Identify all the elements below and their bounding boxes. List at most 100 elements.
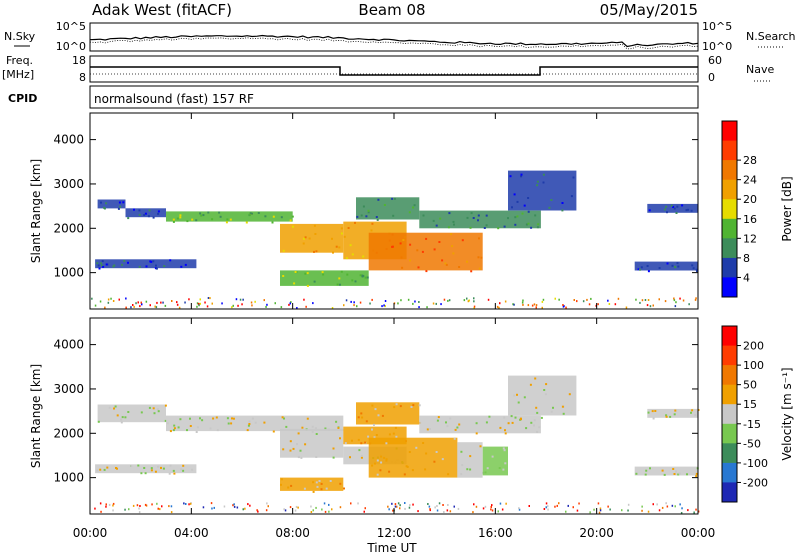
data-speckle: [437, 416, 440, 419]
near-range-speckle: [641, 299, 644, 302]
data-speckle: [530, 421, 533, 424]
data-speckle: [186, 220, 189, 223]
data-speckle: [304, 272, 307, 275]
station-title: Adak West (fitACF): [92, 1, 232, 19]
data-speckle: [525, 223, 528, 226]
data-speckle: [98, 267, 101, 270]
near-range-speckle: [427, 503, 429, 505]
data-band: [97, 199, 126, 209]
data-speckle: [312, 490, 315, 493]
near-range-speckle: [589, 511, 591, 514]
data-band: [356, 402, 420, 425]
data-speckle: [176, 217, 179, 220]
near-range-speckle: [303, 298, 305, 301]
nsky-trace: [89, 34, 699, 48]
near-range-speckle: [578, 502, 580, 505]
colorbar-segment: [722, 140, 737, 161]
near-range-speckle: [136, 504, 139, 507]
data-speckle: [332, 251, 334, 254]
data-speckle: [391, 197, 394, 200]
data-speckle: [312, 481, 315, 484]
near-range-speckle: [545, 506, 547, 509]
near-range-speckle: [533, 303, 536, 306]
near-range-speckle: [404, 507, 406, 510]
data-speckle: [503, 449, 506, 452]
data-speckle: [666, 211, 668, 214]
near-range-speckle: [535, 306, 537, 309]
data-speckle: [191, 468, 194, 471]
data-speckle: [651, 410, 654, 413]
near-range-speckle: [213, 506, 215, 509]
data-speckle: [281, 416, 284, 419]
data-speckle: [388, 470, 391, 473]
near-range-speckle: [141, 303, 143, 306]
data-speckle: [119, 205, 122, 208]
data-speckle: [435, 224, 438, 227]
near-range-speckle: [305, 305, 307, 308]
data-speckle: [413, 204, 416, 207]
data-speckle: [445, 421, 447, 424]
near-range-speckle: [197, 302, 200, 305]
near-range-speckle: [666, 505, 669, 508]
data-speckle: [331, 237, 333, 240]
data-speckle: [301, 426, 304, 429]
near-range-speckle: [162, 301, 164, 304]
data-speckle: [470, 212, 473, 215]
data-speckle: [311, 425, 314, 428]
data-speckle: [422, 442, 425, 444]
near-range-speckle: [397, 502, 400, 505]
data-speckle: [433, 460, 436, 463]
data-speckle: [536, 430, 539, 433]
near-range-speckle: [682, 299, 685, 302]
data-speckle: [96, 262, 99, 265]
near-range-speckle: [588, 303, 591, 306]
data-speckle: [691, 264, 694, 267]
nave-label: Nave: [746, 63, 774, 76]
near-range-speckle: [133, 305, 135, 308]
data-speckle: [475, 422, 478, 425]
data-speckle: [568, 393, 571, 396]
data-speckle: [127, 217, 130, 220]
near-range-speckle: [383, 304, 385, 307]
near-range-speckle: [518, 508, 521, 511]
data-speckle: [561, 405, 564, 408]
data-speckle: [503, 416, 506, 419]
data-speckle: [362, 205, 365, 208]
data-speckle: [373, 423, 375, 426]
data-speckle: [685, 209, 688, 212]
data-speckle: [503, 225, 506, 228]
near-range-speckle: [221, 302, 223, 305]
near-range-speckle: [135, 302, 137, 305]
data-speckle: [377, 198, 380, 201]
near-range-speckle: [396, 505, 398, 508]
colorbar-segment: [722, 345, 737, 366]
data-speckle: [677, 265, 680, 268]
data-speckle: [665, 205, 668, 208]
data-speckle: [371, 222, 374, 225]
data-speckle: [456, 426, 459, 429]
y-tick-label: 4000: [53, 338, 84, 352]
y-tick-label: 1000: [53, 266, 84, 280]
data-speckle: [117, 207, 120, 210]
data-speckle: [349, 244, 352, 247]
data-speckle: [695, 268, 698, 271]
colorbar-frame: [721, 120, 738, 298]
near-range-speckle: [542, 298, 545, 301]
data-speckle: [283, 417, 285, 420]
near-range-speckle: [547, 505, 549, 508]
data-speckle: [254, 421, 257, 424]
data-speckle: [511, 206, 513, 209]
data-speckle: [157, 465, 160, 468]
data-band: [508, 170, 577, 211]
near-range-speckle: [466, 297, 468, 300]
near-range-speckle: [681, 507, 683, 510]
data-speckle: [289, 440, 292, 443]
data-speckle: [695, 472, 698, 475]
data-speckle: [502, 447, 505, 450]
data-speckle: [335, 245, 338, 248]
data-speckle: [388, 433, 391, 436]
data-speckle: [103, 206, 106, 209]
near-range-speckle: [280, 306, 283, 309]
data-speckle: [409, 243, 412, 246]
data-speckle: [172, 469, 175, 472]
